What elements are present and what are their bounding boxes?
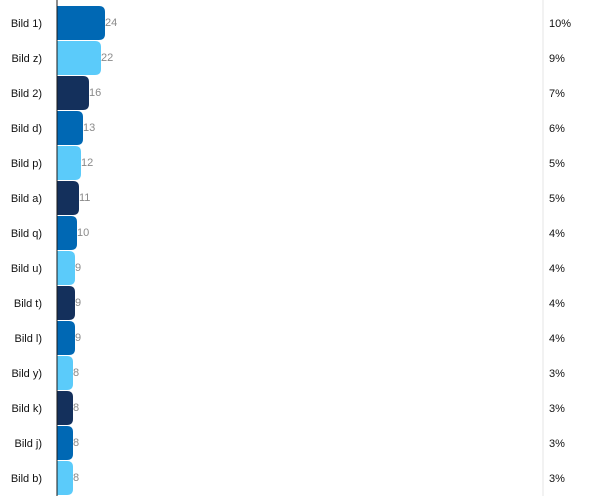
bar-10 — [57, 321, 75, 355]
category-label: Bild j) — [14, 438, 42, 450]
bar-5 — [57, 146, 81, 180]
value-label: 13 — [83, 122, 95, 134]
percentage-label: 3% — [549, 368, 565, 380]
bar-9 — [57, 286, 75, 320]
value-label: 24 — [105, 17, 117, 29]
value-label: 8 — [73, 472, 79, 484]
percentage-label: 4% — [549, 228, 565, 240]
bar-12 — [57, 391, 73, 425]
category-label: Bild d) — [11, 123, 42, 135]
category-label: Bild y) — [11, 368, 42, 380]
category-label: Bild q) — [11, 228, 42, 240]
percentage-label: 3% — [549, 473, 565, 485]
bar-13 — [57, 426, 73, 460]
value-label: 12 — [81, 157, 93, 169]
bar-3 — [57, 76, 89, 110]
value-label: 16 — [89, 87, 101, 99]
category-label: Bild 2) — [11, 88, 42, 100]
category-label: Bild u) — [11, 263, 42, 275]
value-label: 9 — [75, 297, 81, 309]
bar-4 — [57, 111, 83, 145]
bars-group — [57, 6, 105, 495]
value-label: 11 — [79, 192, 90, 204]
category-label: Bild l) — [14, 333, 42, 345]
percentage-label: 4% — [549, 333, 565, 345]
value-labels-group: 24 22 16 13 12 11 10 9 9 9 8 8 8 8 — [73, 17, 117, 484]
percentage-label: 4% — [549, 263, 565, 275]
category-label: Bild b) — [11, 473, 42, 485]
bar-8 — [57, 251, 75, 285]
value-label: 22 — [101, 52, 113, 64]
bar-6 — [57, 181, 79, 215]
percentage-label: 5% — [549, 158, 565, 170]
bar-2 — [57, 41, 101, 75]
percentage-label: 3% — [549, 438, 565, 450]
percentage-label: 5% — [549, 193, 565, 205]
category-label: Bild 1) — [11, 18, 42, 30]
category-label: Bild a) — [11, 193, 42, 205]
category-label: Bild p) — [11, 158, 42, 170]
bar-11 — [57, 356, 73, 390]
percentage-label: 3% — [549, 403, 565, 415]
value-label: 9 — [75, 262, 81, 274]
percentage-label: 10% — [549, 18, 571, 30]
value-label: 8 — [73, 367, 79, 379]
percentage-label: 6% — [549, 123, 565, 135]
category-label: Bild t) — [14, 298, 42, 310]
category-label: Bild z) — [11, 53, 42, 65]
category-label: Bild k) — [11, 403, 42, 415]
category-labels-group: Bild 1) Bild z) Bild 2) Bild d) Bild p) Bild … — [11, 18, 42, 485]
value-label: 8 — [73, 402, 79, 414]
bar-14 — [57, 461, 73, 495]
value-label: 10 — [77, 227, 89, 239]
value-label: 8 — [73, 437, 79, 449]
percentage-label: 9% — [549, 53, 565, 65]
bar-7 — [57, 216, 77, 250]
value-label: 9 — [75, 332, 81, 344]
percentage-label: 4% — [549, 298, 565, 310]
bar-1 — [57, 6, 105, 40]
percentage-labels-group: 10% 9% 7% 6% 5% 5% 4% 4% 4% 4% 3% 3% 3% 3% — [549, 18, 571, 485]
percentage-label: 7% — [549, 88, 565, 100]
